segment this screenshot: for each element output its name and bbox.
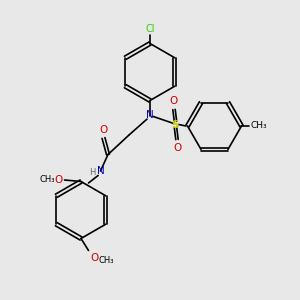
Text: CH₃: CH₃ [99,256,115,265]
Text: S: S [172,119,179,130]
Text: N: N [146,110,154,121]
Text: CH₃: CH₃ [40,176,56,184]
Text: N: N [97,166,104,176]
Text: O: O [173,142,181,152]
Text: H: H [90,168,96,177]
Text: O: O [170,97,178,106]
Text: O: O [99,125,108,135]
Text: CH₃: CH₃ [250,122,267,130]
Text: O: O [55,175,63,185]
Text: Cl: Cl [145,25,155,34]
Text: O: O [90,253,98,263]
